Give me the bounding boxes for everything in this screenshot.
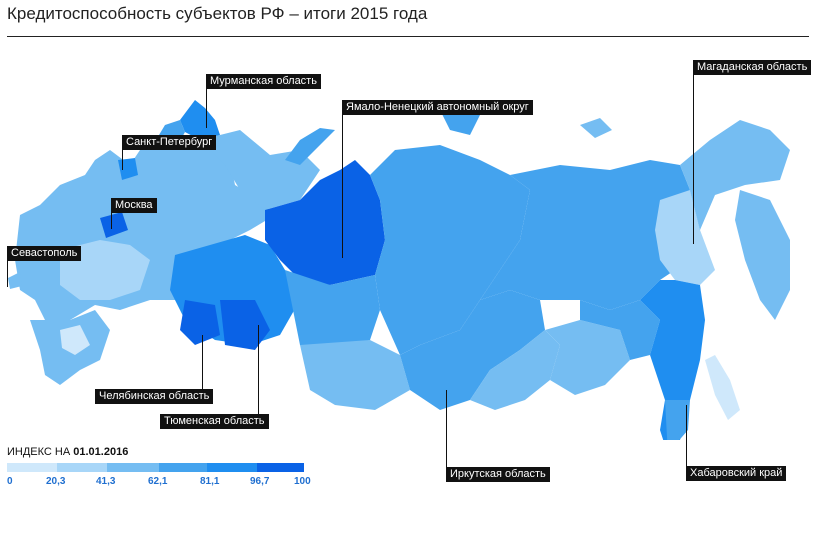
legend-title: ИНДЕКС НА 01.01.2016 bbox=[7, 446, 128, 458]
region-caucasus-light bbox=[60, 325, 90, 355]
label-sevastopol: Севастополь bbox=[7, 246, 82, 261]
region-spb bbox=[118, 158, 138, 180]
label-yamal: Ямало-Ненецкий автономный округ bbox=[342, 100, 533, 115]
label-khabarovsk: Хабаровский край bbox=[686, 466, 787, 481]
region-kamchatka bbox=[735, 190, 790, 320]
region-central-light bbox=[60, 240, 150, 300]
region-murmansk bbox=[180, 100, 220, 140]
chelyabinsk-leader bbox=[202, 335, 203, 390]
irkutsk-leader bbox=[446, 390, 447, 468]
region-chelyabinsk bbox=[180, 300, 220, 345]
label-magadan: Магаданская область bbox=[693, 60, 812, 75]
region-khmao-omsk bbox=[285, 270, 380, 350]
region-irkutsk bbox=[400, 290, 545, 410]
legend-tick-label: 100 bbox=[294, 476, 311, 487]
khabarovsk-leader bbox=[686, 405, 687, 467]
region-crimea bbox=[8, 272, 22, 289]
legend-swatch bbox=[57, 463, 107, 472]
yamal-leader bbox=[342, 113, 343, 258]
sevastopol-leader bbox=[7, 259, 8, 287]
page-title: Кредитоспособность субъектов РФ – итоги … bbox=[7, 4, 428, 23]
legend-tick-label: 81,1 bbox=[200, 476, 220, 487]
region-arkhangelsk bbox=[200, 130, 320, 210]
label-moscow: Москва bbox=[111, 198, 157, 213]
region-amur bbox=[580, 300, 660, 360]
region-yakutia bbox=[480, 160, 700, 310]
region-south-siberia bbox=[300, 340, 410, 410]
region-yamal bbox=[265, 160, 385, 285]
spb-leader bbox=[122, 148, 123, 170]
region-tyumen bbox=[220, 300, 270, 350]
region-primorye bbox=[665, 400, 690, 440]
legend-tick-label: 0 bbox=[7, 476, 13, 487]
legend-color-scale bbox=[7, 463, 304, 472]
magadan-leader bbox=[693, 74, 694, 244]
label-chelyabinsk: Челябинская область bbox=[95, 389, 214, 404]
island-nsi bbox=[580, 118, 612, 138]
moscow-leader bbox=[111, 211, 112, 229]
title-divider bbox=[7, 36, 809, 37]
region-krasnoyarsk bbox=[370, 145, 530, 355]
legend-swatch bbox=[257, 463, 304, 472]
legend-title-prefix: ИНДЕКС НА bbox=[7, 446, 74, 458]
murmansk-leader bbox=[206, 88, 207, 128]
russia-regions-map bbox=[8, 100, 790, 440]
legend-swatch bbox=[107, 463, 159, 472]
label-irkutsk: Иркутская область bbox=[446, 467, 550, 482]
legend-tick-label: 96,7 bbox=[250, 476, 270, 487]
legend-swatch bbox=[7, 463, 57, 472]
label-murmansk: Мурманская область bbox=[206, 74, 321, 89]
region-zabaykalsky bbox=[545, 320, 630, 395]
island-novaya-zemlya bbox=[285, 128, 335, 165]
label-spb: Санкт-Петербург bbox=[122, 135, 217, 150]
region-chukotka bbox=[680, 120, 790, 230]
region-sakhalin bbox=[705, 355, 740, 420]
legend-tick-label: 20,3 bbox=[46, 476, 66, 487]
region-buryatia bbox=[470, 330, 560, 410]
legend-tick-label: 62,1 bbox=[148, 476, 168, 487]
label-tyumen: Тюменская область bbox=[160, 414, 269, 429]
legend-title-date: 01.01.2016 bbox=[73, 446, 129, 458]
region-moscow bbox=[100, 212, 128, 238]
legend-swatch bbox=[207, 463, 257, 472]
region-magadan bbox=[655, 190, 715, 285]
legend-swatch bbox=[159, 463, 207, 472]
tyumen-leader bbox=[258, 325, 259, 415]
legend-tick-label: 41,3 bbox=[96, 476, 116, 487]
